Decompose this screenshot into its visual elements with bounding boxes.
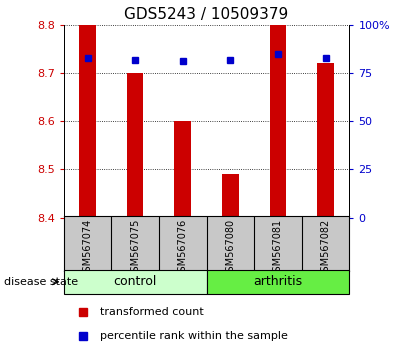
Text: control: control	[113, 275, 157, 288]
Bar	[222, 174, 239, 218]
FancyBboxPatch shape	[64, 270, 206, 294]
Bar	[317, 63, 334, 218]
Title: GDS5243 / 10509379: GDS5243 / 10509379	[125, 7, 289, 22]
Bar	[174, 121, 191, 218]
Text: GSM567076: GSM567076	[178, 219, 188, 278]
Bar	[127, 73, 143, 218]
FancyBboxPatch shape	[206, 270, 349, 294]
Text: GSM567075: GSM567075	[130, 219, 140, 278]
Text: disease state: disease state	[4, 277, 78, 287]
Text: GSM567081: GSM567081	[273, 219, 283, 278]
Bar	[270, 25, 286, 218]
Text: transformed count: transformed count	[100, 307, 204, 317]
Bar	[79, 25, 96, 218]
Text: GSM567080: GSM567080	[225, 219, 236, 278]
Text: GSM567082: GSM567082	[321, 219, 330, 278]
Text: percentile rank within the sample: percentile rank within the sample	[100, 331, 288, 342]
Text: arthritis: arthritis	[253, 275, 302, 288]
Text: GSM567074: GSM567074	[83, 219, 92, 278]
